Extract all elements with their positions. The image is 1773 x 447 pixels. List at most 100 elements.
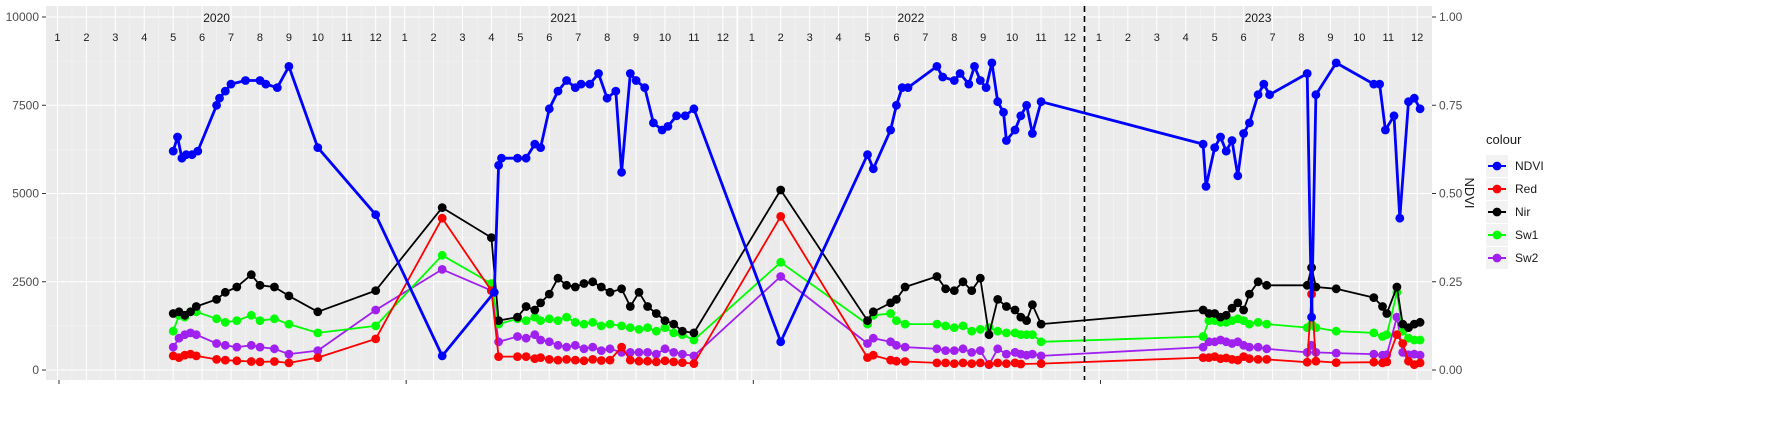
data-point-red: [651, 357, 661, 367]
data-point-red: [553, 355, 563, 365]
data-point-ndvi: [1311, 90, 1321, 100]
data-point-nir: [1415, 317, 1425, 327]
data-point-red: [932, 358, 942, 368]
data-point-sw1: [570, 317, 580, 327]
data-point-red: [1369, 357, 1379, 367]
data-point-nir: [1253, 277, 1263, 287]
year-label: 2022: [898, 11, 925, 25]
data-point-nir: [544, 289, 554, 299]
data-point-ndvi: [938, 72, 948, 82]
data-point-sw1: [886, 309, 895, 318]
data-point-nir: [776, 185, 786, 195]
month-label: 8: [257, 32, 263, 44]
data-point-nir: [1262, 280, 1272, 290]
data-point-red: [984, 360, 994, 369]
data-point-sw1: [371, 321, 381, 331]
data-point-ndvi: [1375, 79, 1384, 89]
right-axis-tick-label: 0.75: [1439, 98, 1463, 112]
left-axis-tick-label: 7500: [12, 98, 39, 112]
data-point-ndvi: [1201, 182, 1211, 191]
data-point-red: [975, 358, 985, 368]
data-point-red: [617, 342, 626, 352]
data-point-ndvi: [562, 76, 571, 85]
data-point-red: [536, 353, 545, 362]
data-point-sw1: [993, 326, 1003, 336]
data-point-nir: [270, 282, 279, 292]
data-point-nir: [530, 305, 540, 315]
data-point-ndvi: [640, 83, 650, 92]
data-point-sw1: [220, 317, 230, 327]
data-point-ndvi: [553, 86, 563, 96]
data-point-ndvi: [1389, 111, 1399, 121]
data-point-nir: [634, 287, 644, 297]
month-label: 8: [604, 32, 610, 44]
data-point-ndvi: [585, 79, 595, 89]
data-point-nir: [191, 302, 201, 311]
data-point-red: [191, 351, 201, 361]
data-point-sw1: [212, 314, 222, 324]
data-point-nir: [1221, 310, 1231, 320]
month-label: 9: [633, 32, 639, 44]
data-point-sw2: [967, 348, 977, 357]
data-point-ndvi: [863, 150, 872, 160]
data-point-sw1: [1382, 330, 1392, 340]
data-point-nir: [1302, 280, 1312, 290]
data-point-sw2: [313, 346, 323, 355]
data-point-sw2: [270, 344, 279, 354]
data-point-sw1: [284, 319, 294, 329]
data-point-sw2: [1245, 342, 1254, 352]
month-label: 7: [228, 32, 234, 44]
data-point-sw1: [1415, 335, 1425, 345]
month-label: 1: [402, 32, 408, 44]
data-point-nir: [984, 330, 994, 340]
right-axis-tick-label: 0.25: [1439, 275, 1463, 289]
data-point-ndvi: [672, 111, 681, 121]
data-point-sw2: [651, 349, 661, 359]
data-point-ndvi: [1233, 171, 1243, 181]
data-point-ndvi: [1198, 139, 1208, 149]
data-point-sw2: [892, 340, 901, 350]
data-point-sw2: [371, 305, 381, 315]
data-point-ndvi: [1381, 125, 1390, 135]
data-point-ndvi: [1253, 90, 1263, 100]
data-point-sw2: [678, 349, 687, 359]
data-point-sw1: [949, 323, 959, 332]
data-point-ndvi: [1302, 69, 1312, 78]
data-point-nir: [892, 295, 901, 304]
data-point-ndvi: [489, 287, 499, 297]
data-point-ndvi: [1002, 136, 1011, 145]
data-point-nir: [967, 286, 977, 295]
data-point-sw2: [900, 342, 910, 352]
data-point-red: [941, 358, 950, 368]
data-point-red: [596, 356, 606, 365]
data-point-sw1: [1198, 332, 1208, 341]
right-axis-tick-label: 0.50: [1439, 187, 1463, 201]
legend-label-nir: Nir: [1515, 205, 1530, 219]
data-point-sw2: [232, 342, 242, 352]
data-point-ndvi: [663, 122, 673, 131]
data-point-ndvi: [544, 104, 554, 114]
data-point-sw2: [284, 349, 294, 359]
data-point-sw2: [521, 333, 531, 343]
data-point-nir: [605, 287, 615, 297]
data-point-ndvi: [1415, 104, 1425, 114]
data-point-ndvi: [1036, 97, 1046, 107]
month-label: 9: [286, 32, 292, 44]
data-point-nir: [932, 272, 942, 281]
data-point-ndvi: [272, 83, 282, 92]
data-point-nir: [596, 282, 606, 292]
data-point-red: [371, 334, 381, 344]
legend-label-sw1: Sw1: [1515, 228, 1539, 242]
data-point-sw1: [605, 319, 615, 329]
data-point-sw2: [437, 265, 447, 274]
data-point-ndvi: [1221, 146, 1231, 156]
data-point-sw2: [975, 346, 985, 355]
data-point-nir: [625, 302, 635, 311]
month-label: 9: [1327, 32, 1333, 44]
year-label: 2021: [550, 11, 577, 25]
data-point-nir: [1378, 302, 1387, 311]
data-point-sw1: [689, 335, 699, 345]
data-point-ndvi: [1010, 125, 1020, 135]
month-label: 12: [370, 32, 382, 44]
month-label: 2: [83, 32, 89, 44]
